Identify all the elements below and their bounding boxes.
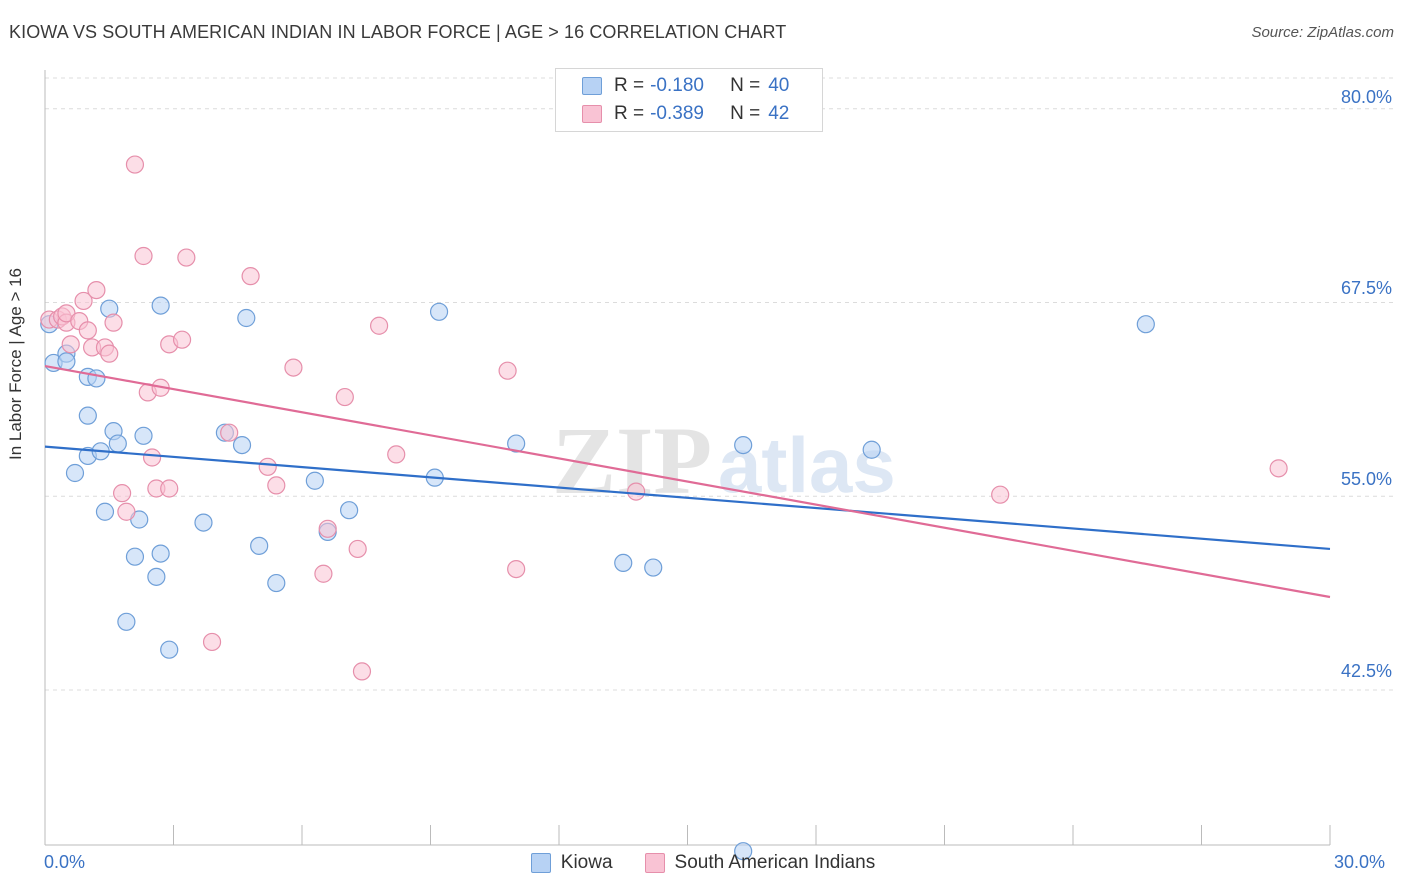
- sai-point: [74, 291, 93, 311]
- axes: [44, 70, 1331, 846]
- kiowa-point: [1136, 315, 1155, 334]
- y-tick-label: 80.0%: [1340, 87, 1392, 107]
- kiowa-point: [507, 434, 526, 453]
- kiowa-point: [151, 544, 170, 563]
- kiowa-point: [65, 463, 85, 483]
- sai-swatch: [582, 105, 602, 123]
- sai-point: [348, 539, 367, 559]
- kiowa-point: [614, 553, 633, 573]
- kiowa-n-value: 40: [768, 75, 790, 96]
- sai-point: [258, 457, 277, 476]
- kiowa-legend-swatch: [530, 853, 551, 873]
- kiowa-point: [429, 302, 449, 321]
- sai-n-value: 42: [768, 103, 790, 124]
- sai-point: [177, 248, 196, 267]
- correlation-legend: R = -0.180 N = 40 R = -0.389 N = 42: [555, 68, 823, 132]
- sai-point: [61, 335, 80, 354]
- kiowa-point: [194, 513, 213, 532]
- kiowa-legend-label: Kiowa: [560, 852, 613, 873]
- sai-point: [202, 632, 222, 652]
- y-tick-label: 42.5%: [1340, 661, 1392, 681]
- x-tick-label-right: 30.0%: [1334, 852, 1386, 872]
- legend-row-sai: R = -0.389 N = 42: [582, 102, 789, 126]
- sai-point: [507, 559, 526, 579]
- sai-point: [314, 564, 333, 583]
- source-credit: Source: ZipAtlas.com: [1251, 24, 1394, 41]
- kiowa-point: [108, 434, 127, 453]
- kiowa-point: [250, 536, 269, 555]
- sai-point: [241, 267, 260, 286]
- kiowa-point: [232, 436, 252, 455]
- kiowa-point: [734, 842, 753, 861]
- y-tick-label: 55.0%: [1340, 469, 1392, 489]
- sai-point: [626, 482, 646, 501]
- sai-point: [284, 358, 303, 377]
- sai-point: [125, 155, 145, 174]
- n-label: N =: [730, 103, 761, 124]
- sai-point: [100, 344, 119, 363]
- kiowa-point: [78, 406, 97, 425]
- n-label: N =: [730, 75, 761, 96]
- kiowa-point: [151, 296, 170, 315]
- sai-point: [220, 423, 239, 442]
- sai-point: [318, 519, 337, 538]
- x-tick-label-left: 0.0%: [44, 852, 86, 872]
- kiowa-point: [862, 440, 881, 459]
- kiowa-point: [644, 558, 663, 577]
- sai-trend-line: [44, 364, 1331, 599]
- kiowa-trend-line: [44, 445, 1331, 551]
- legend-item-sai: South American Indians: [644, 852, 876, 874]
- chart-title: KIOWA VS SOUTH AMERICAN INDIAN IN LABOR …: [9, 22, 787, 42]
- kiowa-point: [134, 426, 153, 445]
- sai-point: [370, 316, 389, 335]
- kiowa-point: [147, 567, 166, 586]
- y-axis-label: In Labor Force | Age > 16: [6, 267, 25, 460]
- legend-item-kiowa: Kiowa: [530, 852, 613, 874]
- sai-point: [134, 246, 153, 266]
- sai-point: [352, 662, 372, 681]
- data-points: [40, 155, 1288, 861]
- trend-lines: [44, 364, 1331, 599]
- sai-legend-swatch: [644, 853, 665, 873]
- kiowa-point: [340, 501, 359, 520]
- sai-point: [172, 330, 192, 349]
- sai-point: [112, 484, 132, 503]
- kiowa-point: [57, 352, 76, 371]
- watermark-atlas: atlas: [718, 421, 896, 509]
- legend-row-kiowa: R = -0.180 N = 40: [582, 74, 789, 98]
- sai-point: [387, 445, 406, 464]
- kiowa-point: [237, 308, 256, 328]
- y-tick-label: 67.5%: [1340, 278, 1392, 298]
- sai-point: [117, 502, 136, 521]
- kiowa-point: [87, 369, 106, 388]
- kiowa-r-value: -0.180: [650, 75, 704, 96]
- grid-lines: [45, 77, 1395, 691]
- sai-point: [267, 476, 286, 495]
- kiowa-point: [160, 640, 179, 659]
- sai-point: [87, 281, 106, 300]
- kiowa-point: [267, 573, 286, 593]
- sai-point: [142, 448, 162, 467]
- sai-point: [991, 485, 1010, 504]
- kiowa-point: [117, 612, 136, 631]
- sai-point: [498, 361, 517, 380]
- series-legend: Kiowa South American Indians: [0, 852, 1406, 874]
- kiowa-point: [125, 547, 145, 566]
- r-label: R =: [614, 75, 645, 96]
- kiowa-point: [734, 436, 753, 455]
- r-label: R =: [614, 103, 645, 124]
- sai-point: [104, 313, 123, 332]
- sai-point: [160, 479, 179, 498]
- sai-legend-label: South American Indians: [674, 852, 876, 873]
- sai-point: [1269, 459, 1288, 478]
- sai-point: [335, 387, 354, 407]
- sai-point: [78, 321, 97, 340]
- sai-r-value: -0.389: [650, 103, 704, 124]
- kiowa-swatch: [582, 77, 602, 95]
- kiowa-point: [305, 471, 324, 490]
- kiowa-point: [95, 502, 115, 521]
